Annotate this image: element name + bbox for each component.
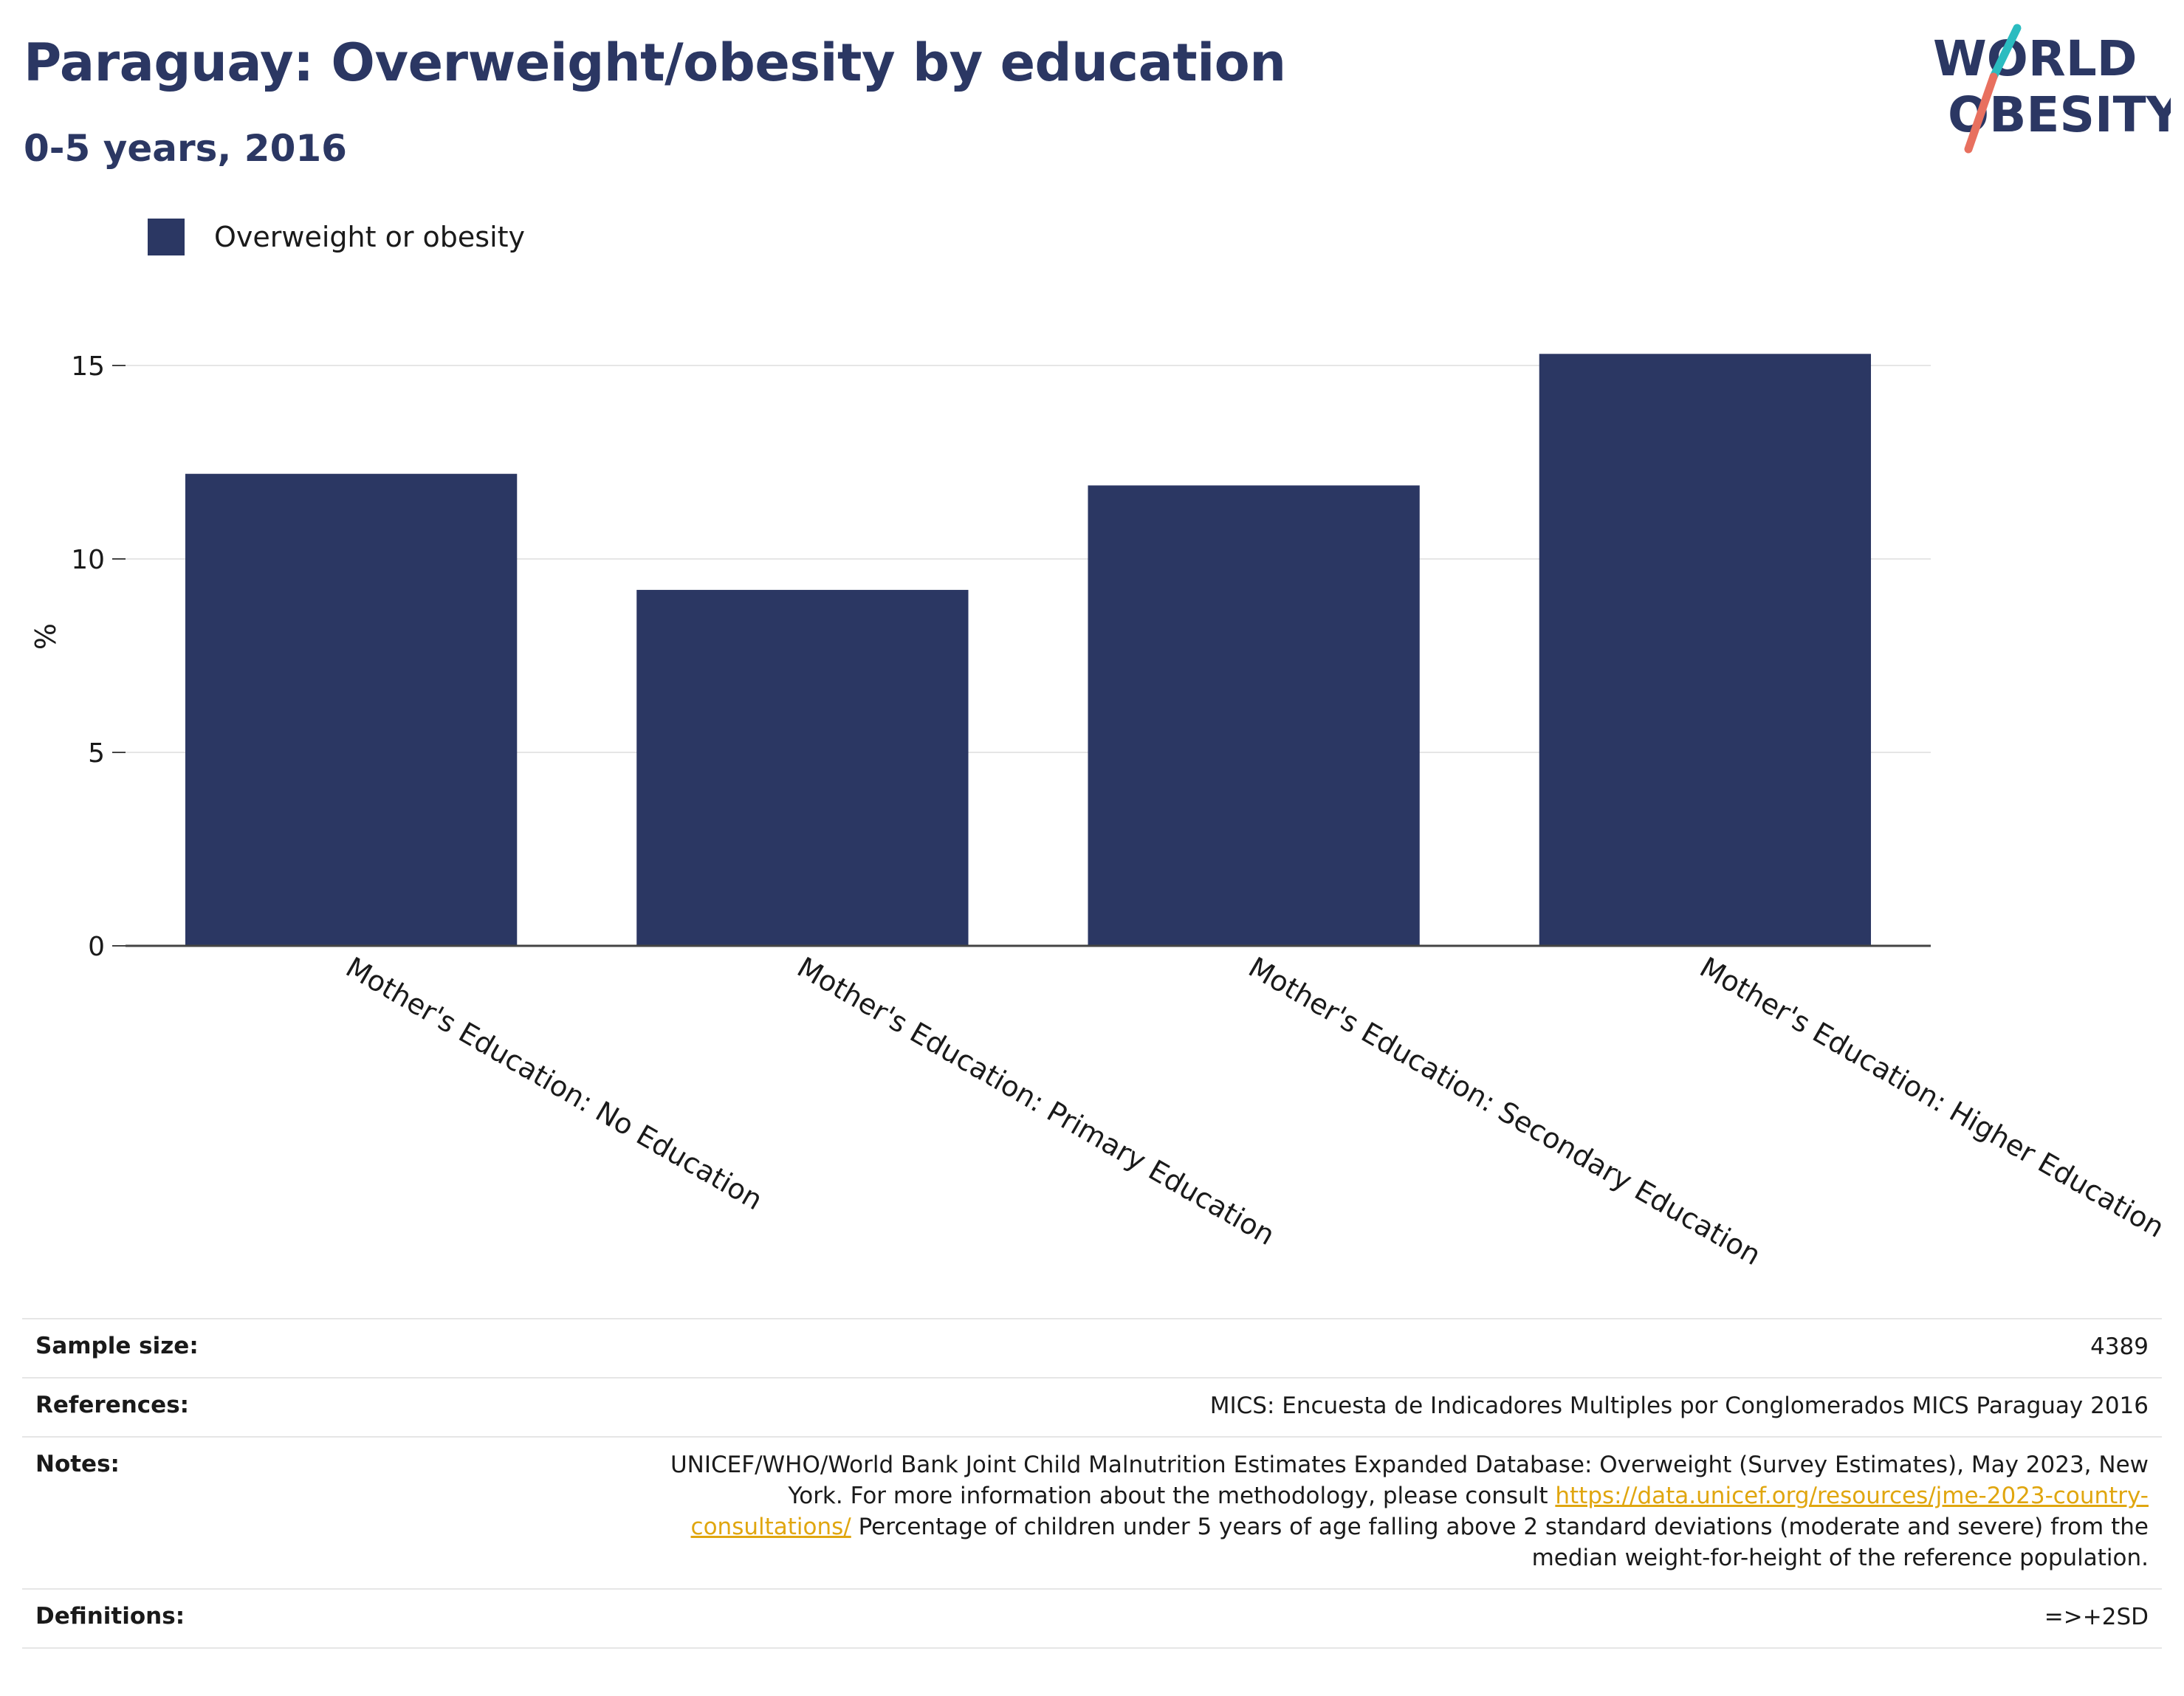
info-row-references: References: MICS: Encuesta de Indicadore… xyxy=(22,1377,2162,1436)
notes-text-after: Percentage of children under 5 years of … xyxy=(851,1514,2149,1571)
sample-size-label: Sample size: xyxy=(35,1333,199,1359)
legend-swatch xyxy=(148,219,185,255)
x-category-label: Mother's Education: Higher Education xyxy=(1694,951,2170,1244)
bar[interactable] xyxy=(636,589,969,946)
world-obesity-logo: WORLD OBESITY xyxy=(1933,24,2171,154)
y-tick-label: 5 xyxy=(88,738,105,769)
sample-size-value: 4389 xyxy=(2090,1333,2149,1360)
notes-value: UNICEF/WHO/World Bank Joint Child Malnut… xyxy=(635,1449,2149,1573)
references-label: References: xyxy=(35,1392,190,1418)
definitions-label: Definitions: xyxy=(35,1603,185,1630)
info-row-sample-size: Sample size: 4389 xyxy=(22,1318,2162,1377)
bar[interactable] xyxy=(1088,485,1420,946)
x-category-label: Mother's Education: Secondary Education xyxy=(1243,951,1767,1272)
y-tick-label: 0 xyxy=(88,932,105,962)
y-tick-label: 15 xyxy=(71,351,105,382)
y-axis-ticks: 0 5 10 15 xyxy=(71,351,126,962)
legend-label: Overweight or obesity xyxy=(214,221,526,253)
y-tick-label: 10 xyxy=(71,545,105,575)
info-row-notes: Notes: UNICEF/WHO/World Bank Joint Child… xyxy=(22,1436,2162,1588)
notes-text-before: UNICEF/WHO/World Bank Joint Child Malnut… xyxy=(670,1452,2149,1509)
y-axis-label: % xyxy=(30,623,62,650)
x-axis-labels: Mother's Education: No Education Mother's… xyxy=(340,951,2170,1272)
logo-text-line1: WORLD xyxy=(1933,30,2137,87)
info-table: Sample size: 4389 References: MICS: Encu… xyxy=(22,1318,2162,1649)
references-value: MICS: Encuesta de Indicadores Multiples … xyxy=(1209,1393,2149,1419)
x-category-label: Mother's Education: Primary Education xyxy=(791,951,1280,1252)
page-subtitle: 0-5 years, 2016 xyxy=(24,127,347,170)
x-category-label: Mother's Education: No Education xyxy=(340,951,768,1217)
notes-link[interactable]: https://data.unicef.org/resources/jme-20… xyxy=(690,1483,2149,1540)
info-row-definitions: Definitions: =>+2SD xyxy=(22,1588,2162,1649)
bar[interactable] xyxy=(1539,354,1872,946)
logo-slash-coral xyxy=(1964,72,1998,154)
logo-slash-teal xyxy=(1989,24,2022,81)
bars xyxy=(126,354,1931,947)
notes-label: Notes: xyxy=(35,1451,120,1477)
definitions-value: =>+2SD xyxy=(2044,1604,2149,1630)
page-title: Paraguay: Overweight/obesity by educatio… xyxy=(24,32,1286,93)
chart-legend[interactable]: Overweight or obesity xyxy=(148,219,525,255)
bar[interactable] xyxy=(185,473,518,946)
